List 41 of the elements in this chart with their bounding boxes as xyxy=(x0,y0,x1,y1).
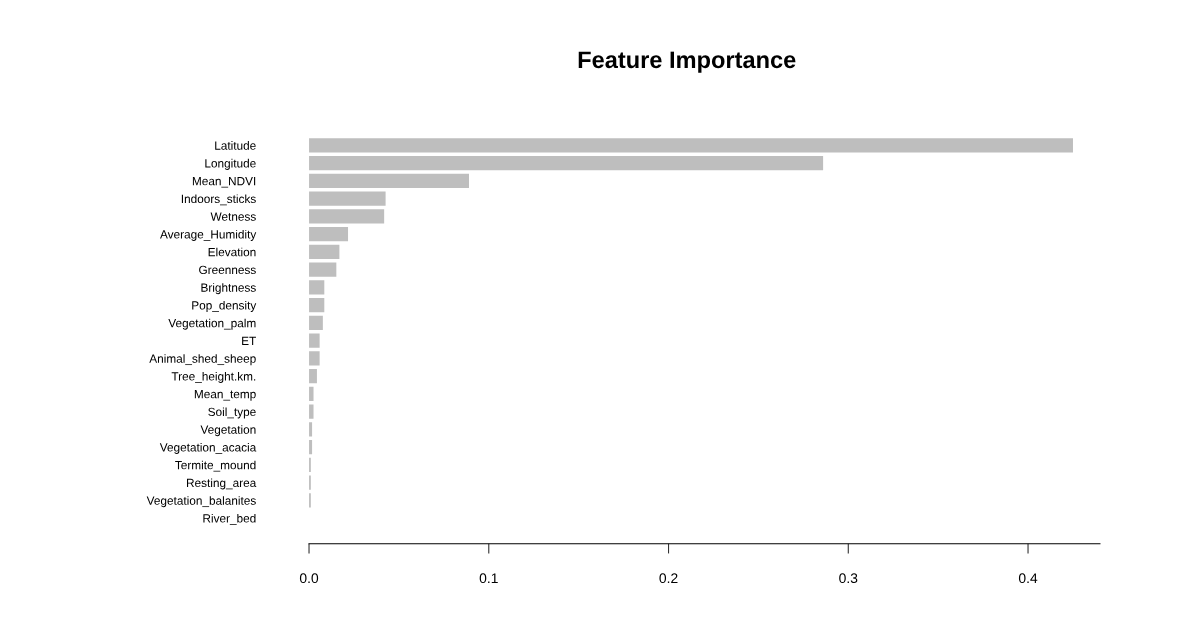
x-tick-label: 0.2 xyxy=(659,573,678,584)
y-tick-label: Vegetation_balanites xyxy=(146,496,256,508)
bar xyxy=(309,351,320,366)
bar xyxy=(309,280,325,295)
y-tick-label: Longitude xyxy=(205,158,256,170)
y-tick-label: Greenness xyxy=(199,265,256,275)
x-tick-label: 0.3 xyxy=(839,573,858,584)
bar xyxy=(309,244,340,260)
x-tick-label: 0.0 xyxy=(299,573,319,584)
y-tick-label: Vegetation_acacia xyxy=(159,442,257,454)
bar xyxy=(309,262,337,277)
bar xyxy=(309,227,349,242)
bar xyxy=(309,209,385,224)
y-tick-label: Mean_temp xyxy=(194,390,256,401)
y-tick-label: Soil_type xyxy=(208,407,256,419)
y-tick-label: River_bed xyxy=(203,513,256,525)
bar xyxy=(309,333,320,348)
y-tick-label: Wetness xyxy=(210,212,256,221)
bar xyxy=(309,298,325,313)
y-tick-label: ET xyxy=(242,336,256,345)
y-tick-label: Vegetation xyxy=(200,425,256,437)
bar xyxy=(309,173,469,188)
y-tick-label: Pop_density xyxy=(192,300,257,312)
y-tick-label: Indoors_sticks xyxy=(181,194,256,206)
y-tick-label: Elevation xyxy=(208,247,256,257)
bar xyxy=(309,156,824,171)
x-tick-label: 0.1 xyxy=(479,573,498,584)
bar xyxy=(309,191,386,206)
y-tick-label: Vegetation_palm xyxy=(168,318,256,330)
chart-title: Feature Importance xyxy=(578,51,796,73)
y-tick-label: Animal_shed_sheep xyxy=(149,354,256,366)
bar xyxy=(309,138,1073,153)
y-tick-label: Average_Humidity xyxy=(160,229,257,241)
bar xyxy=(309,315,323,331)
y-tick-label: Termite_mound xyxy=(175,460,256,472)
y-tick-label: Brightness xyxy=(201,283,256,295)
y-tick-label: Resting_area xyxy=(187,478,257,490)
x-tick-label: 0.4 xyxy=(1018,573,1038,584)
y-tick-label: Tree_height.km. xyxy=(171,371,256,383)
y-tick-label: Latitude xyxy=(215,141,256,150)
y-tick-label: Mean_NDVI xyxy=(192,177,256,188)
